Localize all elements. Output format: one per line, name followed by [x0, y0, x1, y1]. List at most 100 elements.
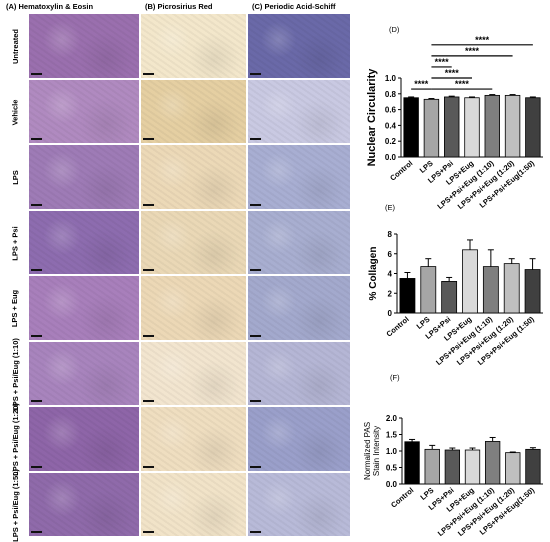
- micrograph-psr: [141, 472, 246, 536]
- scale-bar: [143, 72, 154, 75]
- scale-bar: [143, 531, 154, 533]
- micrograph-psr: [141, 14, 246, 78]
- significance-label: ****: [414, 79, 429, 89]
- panel-label: (F): [390, 373, 400, 382]
- y-tick-label: 1.0: [385, 74, 397, 83]
- bar: [503, 263, 520, 314]
- y-tick-label: 0: [388, 309, 393, 318]
- scale-bar: [250, 531, 261, 533]
- scale-bar: [143, 203, 154, 206]
- micrograph-psr: [141, 79, 246, 143]
- scale-bar: [250, 400, 261, 402]
- bar: [464, 449, 481, 485]
- scale-bar: [31, 138, 42, 140]
- bar: [462, 249, 478, 314]
- y-tick-label: 6: [388, 250, 393, 259]
- bar: [424, 448, 440, 485]
- scale-bar: [31, 203, 42, 206]
- bar: [444, 449, 461, 485]
- micrograph-he: [29, 276, 139, 340]
- significance-label: ****: [465, 46, 480, 56]
- bar: [464, 97, 480, 158]
- column-header-he: (A) Hematoxylin & Eosin: [6, 2, 94, 11]
- scale-bar: [31, 465, 42, 468]
- micrograph-he: [29, 407, 139, 471]
- bar: [420, 266, 437, 314]
- significance-label: ****: [455, 79, 470, 89]
- y-tick-label: 0.4: [385, 121, 397, 130]
- significance-label: ****: [435, 57, 450, 67]
- scale-bar: [31, 400, 42, 402]
- micrograph-psr: [141, 210, 246, 274]
- y-axis-label: Normalized PAS: [363, 422, 372, 480]
- scale-bar: [250, 138, 261, 140]
- micrograph-pas: [248, 79, 350, 143]
- y-axis-label: Stain Intensity: [372, 426, 381, 476]
- y-tick-label: 8: [388, 230, 393, 239]
- scale-bar: [143, 269, 154, 271]
- bar: [484, 94, 500, 158]
- scale-bar: [250, 465, 261, 468]
- y-axis-label: % Collagen: [368, 247, 379, 301]
- scale-bar: [31, 72, 42, 75]
- y-axis-label: Nuclear Circularity: [366, 68, 378, 167]
- y-tick-label: 1.5: [386, 431, 398, 440]
- scale-bar: [143, 465, 154, 468]
- scale-bar: [250, 269, 261, 271]
- scale-bar: [31, 531, 42, 533]
- scale-bar: [250, 334, 261, 337]
- scale-bar: [143, 334, 154, 337]
- y-tick-label: 2.0: [386, 414, 398, 423]
- micrograph-he: [29, 472, 139, 536]
- micrograph-pas: [248, 341, 350, 405]
- micrograph-pas: [248, 210, 350, 274]
- y-tick-label: 1.0: [386, 447, 398, 456]
- scale-bar: [31, 334, 42, 337]
- y-tick-label: 0.0: [386, 480, 398, 489]
- micrograph-he: [29, 341, 139, 405]
- bar: [404, 441, 420, 485]
- micrograph-pas: [248, 145, 350, 209]
- micrograph-pas: [248, 407, 350, 471]
- micrograph-pas: [248, 276, 350, 340]
- bar: [444, 96, 460, 158]
- x-tick-label: Control: [389, 486, 415, 510]
- bar: [482, 266, 499, 314]
- y-tick-label: 0.5: [386, 464, 398, 473]
- bar: [525, 448, 541, 485]
- y-tick-label: 0.8: [385, 90, 397, 99]
- micrograph-psr: [141, 341, 246, 405]
- bar: [403, 97, 419, 158]
- scale-bar: [143, 400, 154, 402]
- micrograph-psr: [141, 276, 246, 340]
- y-tick-label: 0.0: [385, 153, 397, 162]
- bar: [504, 94, 521, 158]
- scale-bar: [250, 72, 261, 75]
- scale-bar: [31, 269, 42, 271]
- panel-label: (D): [389, 25, 400, 34]
- bar: [525, 97, 541, 158]
- y-tick-label: 0.2: [385, 137, 397, 146]
- bar: [423, 98, 440, 158]
- x-tick-label: Control: [388, 159, 414, 183]
- micrograph-he: [29, 145, 139, 209]
- panel-label: (E): [385, 203, 396, 212]
- bar: [484, 441, 501, 485]
- y-tick-label: 0.6: [385, 106, 397, 115]
- micrograph-psr: [141, 407, 246, 471]
- column-header-pas: (C) Periodic Acid-Schiff: [252, 2, 336, 11]
- significance-label: ****: [445, 68, 460, 78]
- bar: [441, 280, 458, 314]
- micrograph-pas: [248, 472, 350, 536]
- scale-bar: [143, 138, 154, 140]
- micrograph-he: [29, 210, 139, 274]
- micrograph-psr: [141, 145, 246, 209]
- column-header-psr: (B) Picrosirius Red: [145, 2, 213, 11]
- y-tick-label: 4: [388, 270, 393, 279]
- bar: [524, 269, 541, 314]
- micrograph-he: [29, 14, 139, 78]
- scale-bar: [250, 203, 261, 206]
- bar: [505, 452, 521, 485]
- micrograph-pas: [248, 14, 350, 78]
